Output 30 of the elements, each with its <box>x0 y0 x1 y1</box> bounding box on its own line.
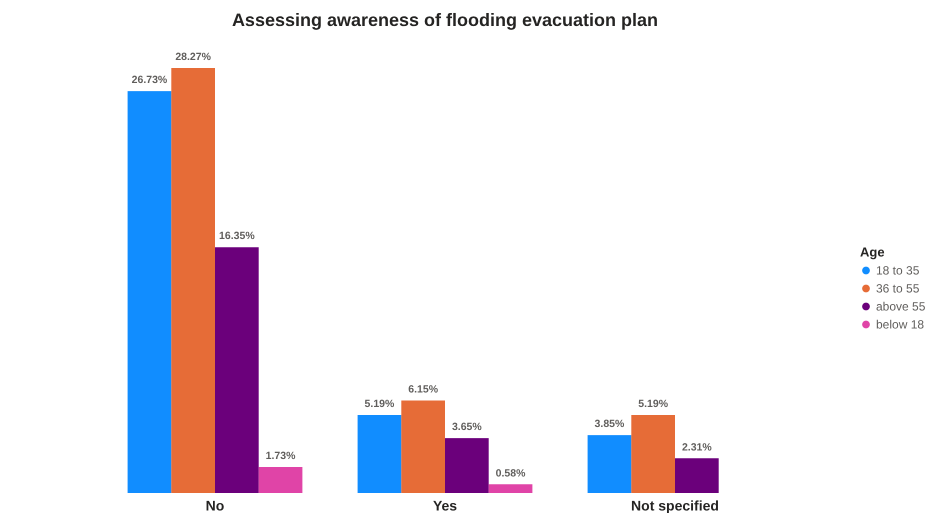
bar <box>401 400 445 493</box>
x-tick-label: Yes <box>432 498 458 513</box>
bar <box>445 438 489 493</box>
bar <box>358 414 402 493</box>
legend-label: 18 to 35 <box>876 264 920 278</box>
data-label: 6.15% <box>408 384 439 396</box>
data-label: 5.19% <box>638 398 669 410</box>
data-label: 1.73% <box>266 450 296 462</box>
legend-label: below 18 <box>876 318 924 332</box>
bar <box>215 247 259 493</box>
data-label: 16.35% <box>219 230 256 242</box>
bar <box>258 466 302 493</box>
bar <box>488 484 532 493</box>
data-label: 3.85% <box>594 418 625 430</box>
bar <box>588 435 632 493</box>
bar <box>631 414 675 493</box>
data-label: 28.27% <box>175 51 212 63</box>
bar <box>675 458 719 493</box>
chart-title: Assessing awareness of flooding evacuation plan <box>232 10 658 30</box>
x-tick-label: No <box>206 498 224 513</box>
data-label: 5.19% <box>364 398 395 410</box>
data-label: 3.65% <box>452 421 482 434</box>
legend-title: Age <box>860 244 885 260</box>
bar <box>128 91 172 493</box>
data-label: 26.73% <box>132 74 168 86</box>
bar <box>171 68 215 493</box>
data-label: 2.31% <box>682 441 712 454</box>
legend-label: 36 to 55 <box>876 282 920 296</box>
legend-label: above 55 <box>876 300 926 314</box>
data-label: 0.58% <box>496 467 526 480</box>
